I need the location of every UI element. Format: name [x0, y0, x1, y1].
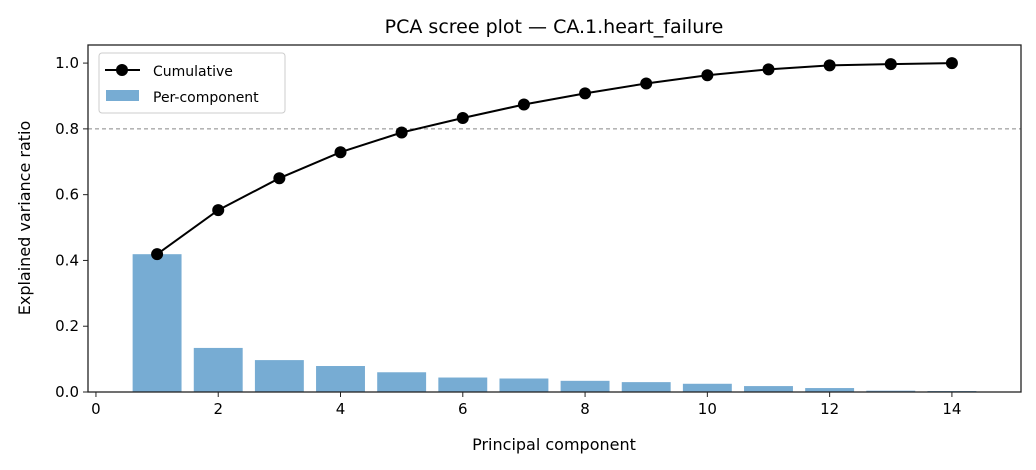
x-axis-label: Principal component	[472, 435, 636, 454]
x-tick-label: 8	[580, 400, 590, 418]
y-tick-label: 0.4	[55, 251, 79, 269]
cumulative-point-13	[884, 58, 897, 71]
y-tick-label: 1.0	[55, 54, 79, 72]
bar-pc-4	[316, 366, 365, 392]
x-tick-label: 12	[820, 400, 839, 418]
cumulative-point-6	[456, 112, 469, 125]
legend: Cumulative Per-component	[98, 52, 286, 114]
cumulative-point-10	[701, 69, 714, 82]
plot-frame	[87, 44, 1022, 393]
cumulative-line	[156, 62, 952, 255]
cumulative-point-9	[640, 77, 653, 90]
y-tick-label: 0.6	[55, 186, 79, 204]
bar-pc-10	[682, 383, 732, 392]
x-tick-label: 10	[698, 400, 717, 418]
x-tick-label: 0	[91, 400, 101, 418]
cumulative-point-7	[517, 98, 530, 111]
y-tick-label: 0.8	[55, 120, 79, 138]
bar-pc-13	[866, 390, 916, 392]
legend-swatch-per-component	[106, 90, 139, 101]
cumulative-point-1	[151, 248, 164, 261]
cumulative-point-11	[762, 63, 775, 76]
legend-marker-cumulative	[116, 64, 128, 76]
x-tick-label: 6	[458, 400, 468, 418]
y-axis-label: Explained variance ratio	[15, 121, 34, 316]
chart-title: PCA scree plot — CA.1.heart_failure	[385, 16, 724, 38]
y-tick-label: 0.2	[55, 317, 79, 335]
x-tick-label: 4	[336, 400, 346, 418]
cumulative-point-2	[212, 204, 225, 217]
cumulative-point-3	[273, 172, 286, 185]
cumulative-point-8	[579, 87, 592, 100]
bar-pc-2	[193, 347, 243, 392]
legend-label-cumulative: Cumulative	[153, 64, 233, 80]
bar-pc-7	[499, 378, 549, 392]
cumulative-point-14	[945, 57, 958, 70]
bar-pc-1	[132, 254, 182, 392]
legend-label-per-component: Per-component	[153, 90, 259, 106]
bar-pc-9	[621, 382, 671, 392]
bar-pc-12	[805, 388, 855, 392]
y-tick-label: 0.0	[55, 383, 79, 401]
bar-pc-5	[377, 372, 427, 392]
bar-pc-6	[438, 377, 488, 392]
bar-pc-3	[254, 360, 304, 392]
cumulative-point-12	[823, 59, 836, 72]
x-tick-label: 2	[213, 400, 223, 418]
x-tick-label: 14	[942, 400, 961, 418]
bar-pc-11	[744, 386, 793, 392]
cumulative-point-4	[334, 146, 347, 159]
cumulative-point-5	[395, 126, 408, 139]
bar-pc-8	[560, 380, 610, 392]
